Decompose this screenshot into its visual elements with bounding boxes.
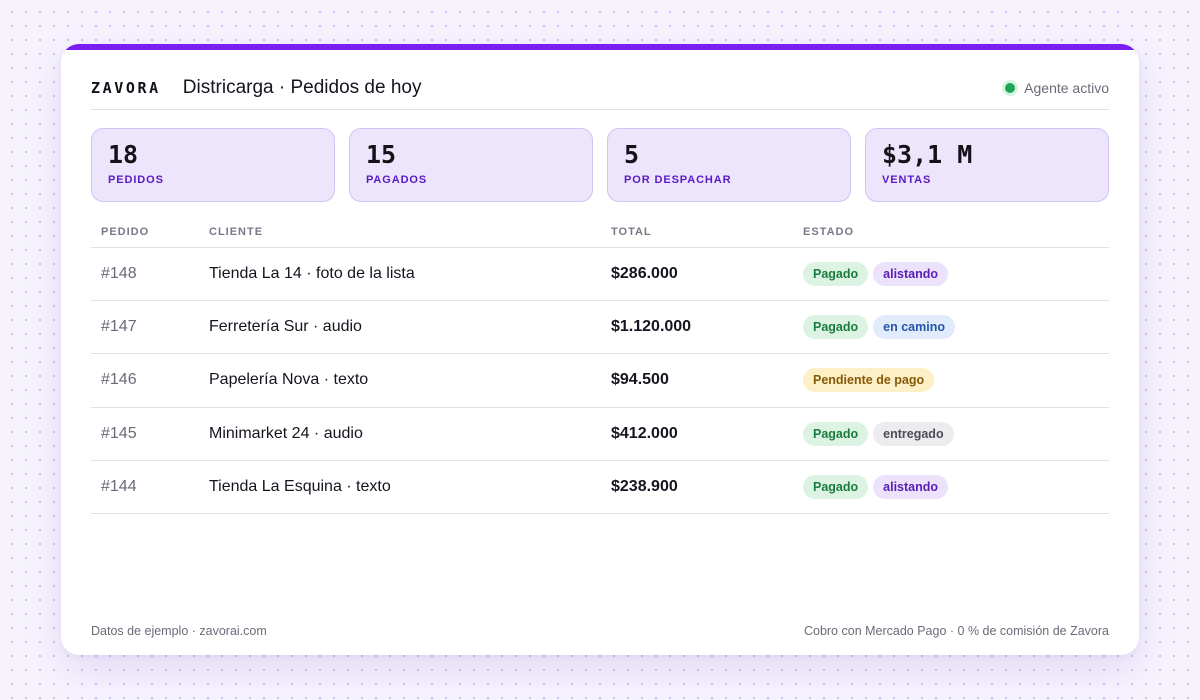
stat-card-pedidos: 18 PEDIDOS (91, 128, 335, 202)
table-row[interactable]: #146 Papelería Nova · texto $94.500 Pendien… (91, 354, 1109, 408)
order-status: Pagado en camino (803, 315, 1109, 340)
status-dot-icon (1005, 82, 1016, 93)
table-row[interactable]: #148 Tienda La 14 · foto de la lista $286.… (91, 248, 1109, 302)
order-id: #148 (101, 265, 137, 283)
payment-status-badge: Pagado (803, 315, 869, 340)
stat-value: $3,1 M (882, 140, 973, 169)
fulfillment-status-badge: entregado (873, 421, 954, 446)
stats-row: 18 PEDIDOS 15 PAGADOS 5 POR DESPACHAR $3… (91, 128, 1109, 202)
client-name: Ferretería Sur · audio (209, 318, 362, 336)
footer-note: Datos de ejemplo · zavorai.com (91, 624, 267, 638)
table-header: PEDIDO CLIENTE TOTAL ESTADO (91, 217, 1109, 248)
column-header-total: TOTAL (611, 226, 652, 238)
stat-value: 5 (624, 140, 640, 169)
order-id: #144 (101, 477, 137, 495)
table-row[interactable]: #147 Ferretería Sur · audio $1.120.000 Paga… (91, 301, 1109, 355)
stat-label: PAGADOS (366, 174, 428, 186)
accent-bar (61, 44, 1139, 50)
fulfillment-status-badge: en camino (873, 315, 955, 340)
table-row[interactable]: #144 Tienda La Esquina · texto $238.900 Pag… (91, 461, 1109, 514)
table-body: #148 Tienda La 14 · foto de la lista $286.… (91, 248, 1109, 514)
footer-payment-note: Cobro con Mercado Pago · 0 % de comisión… (803, 624, 1109, 638)
payment-status-badge: Pagado (803, 474, 869, 499)
client-name: Papelería Nova · texto (209, 371, 369, 389)
order-total: $412.000 (611, 424, 678, 442)
footer: Datos de ejemplo · zavorai.com Cobro con… (91, 624, 1109, 638)
order-status: Pagado entregado (803, 421, 1109, 446)
order-id: #146 (101, 371, 137, 389)
order-total: $94.500 (611, 371, 669, 389)
stat-card-ventas: $3,1 M VENTAS (865, 128, 1109, 202)
stat-label: POR DESPACHAR (624, 174, 732, 186)
client-name: Tienda La 14 · foto de la lista (209, 265, 415, 283)
fulfillment-status-badge: alistando (873, 474, 949, 499)
brand-logo: ZAVORA (91, 78, 161, 97)
agent-status: Agente activo (1005, 80, 1109, 96)
orders-card: ZAVORA Districarga · Pedidos de hoy Agen… (61, 44, 1139, 655)
order-status: Pendiente de pago (803, 368, 1109, 393)
column-header-cliente: CLIENTE (209, 226, 264, 238)
order-total: $238.900 (611, 477, 678, 495)
order-total: $286.000 (611, 265, 678, 283)
payment-status-badge: Pendiente de pago (803, 368, 935, 393)
page-title: Districarga · Pedidos de hoy (182, 76, 422, 98)
header: ZAVORA Districarga · Pedidos de hoy Agen… (91, 66, 1109, 110)
agent-status-label: Agente activo (1024, 79, 1109, 96)
order-id: #147 (101, 318, 137, 336)
stat-label: VENTAS (882, 174, 932, 186)
order-id: #145 (101, 424, 137, 442)
payment-status-badge: Pagado (803, 421, 869, 446)
fulfillment-status-badge: alistando (873, 262, 949, 287)
stat-value: 15 (366, 140, 397, 169)
column-header-estado: ESTADO (803, 226, 855, 238)
stat-card-por-despachar: 5 POR DESPACHAR (607, 128, 851, 202)
order-status: Pagado alistando (803, 262, 1109, 287)
orders-table: PEDIDO CLIENTE TOTAL ESTADO #148 Tienda L… (91, 217, 1109, 514)
stat-card-pagados: 15 PAGADOS (349, 128, 593, 202)
client-name: Tienda La Esquina · texto (209, 477, 391, 495)
column-header-pedido: PEDIDO (101, 226, 150, 238)
client-name: Minimarket 24 · audio (209, 424, 363, 442)
payment-status-badge: Pagado (803, 262, 869, 287)
table-row[interactable]: #145 Minimarket 24 · audio $412.000 Pagado e… (91, 408, 1109, 461)
stat-label: PEDIDOS (108, 174, 164, 186)
stat-value: 18 (108, 140, 139, 169)
order-total: $1.120.000 (611, 318, 692, 336)
order-status: Pagado alistando (803, 474, 1109, 499)
